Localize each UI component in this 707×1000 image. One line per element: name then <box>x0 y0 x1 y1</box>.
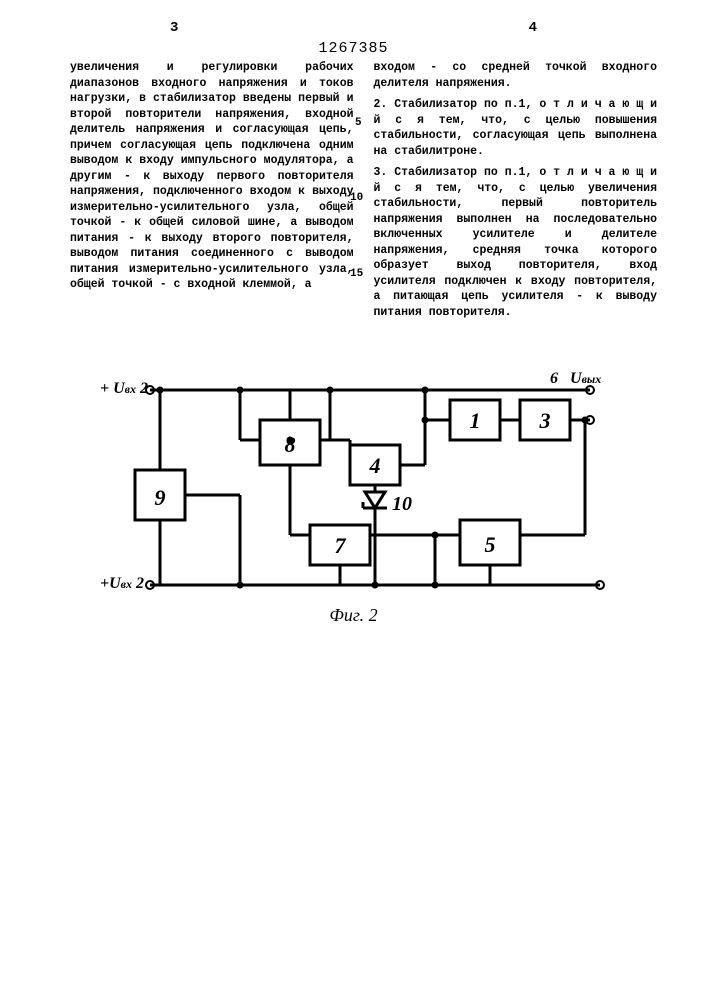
svg-text:7: 7 <box>335 533 347 558</box>
page-number-left: 3 <box>170 20 178 36</box>
figure-label: Фиг. 2 <box>0 605 707 626</box>
line-marker-10: 10 <box>350 192 363 204</box>
col2-p1: входом - со средней точкой входного дели… <box>374 60 658 91</box>
diagram-svg: 9 8 4 10 1 <box>90 350 610 630</box>
line-marker-5: 5 <box>355 117 362 129</box>
column-left: увеличения и регулировки рабочих диапазо… <box>70 60 354 326</box>
svg-text:5: 5 <box>485 532 496 557</box>
text-columns: увеличения и регулировки рабочих диапазо… <box>70 60 657 326</box>
zener-diode-icon: 10 <box>363 492 412 515</box>
svg-text:Uвых: Uвых <box>570 370 601 387</box>
circuit-diagram: 9 8 4 10 1 <box>90 350 610 630</box>
svg-text:3: 3 <box>539 408 551 433</box>
svg-text:9: 9 <box>155 485 166 510</box>
col2-p3: 3. Стабилизатор по п.1, о т л и ч а ю щ … <box>374 165 658 320</box>
col2-p2: 2. Стабилизатор по п.1, о т л и ч а ю щ … <box>374 97 658 159</box>
svg-text:4: 4 <box>369 453 381 478</box>
page-number-right: 4 <box>529 20 537 36</box>
column-right: входом - со средней точкой входного дели… <box>374 60 658 326</box>
svg-text:1: 1 <box>470 408 481 433</box>
document-number: 1267385 <box>0 40 707 57</box>
svg-text:10: 10 <box>392 493 412 515</box>
svg-text:+ Uвх 2: + Uвх 2 <box>100 380 148 397</box>
svg-text:6: 6 <box>550 370 558 387</box>
svg-text:8: 8 <box>285 432 296 457</box>
col1-paragraph: увеличения и регулировки рабочих диапазо… <box>70 60 354 293</box>
line-marker-15: 15 <box>350 268 363 280</box>
svg-text:+Uвх 2: +Uвх 2 <box>100 575 144 592</box>
